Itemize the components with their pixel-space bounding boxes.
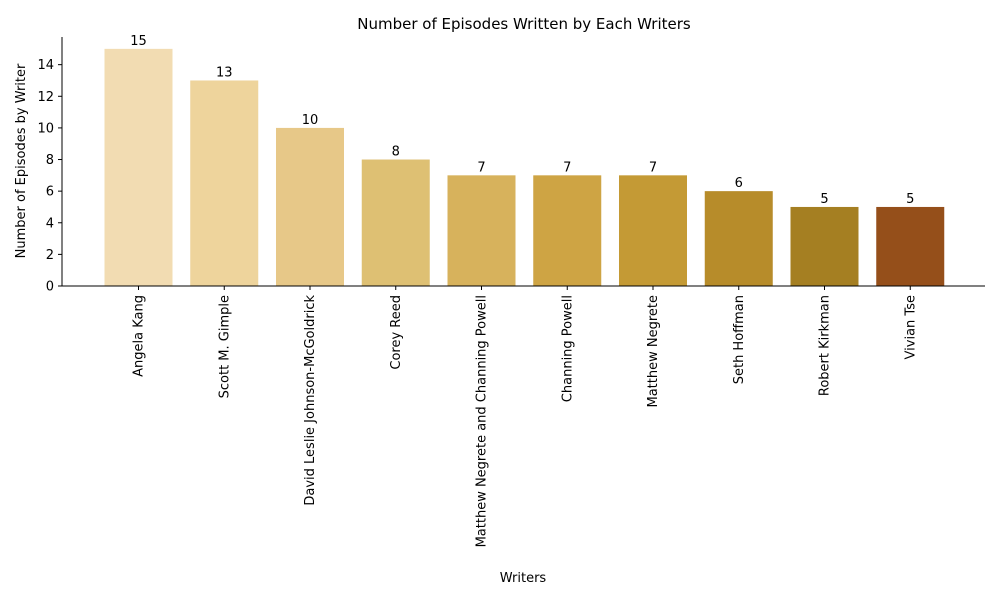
y-tick-label: 4 — [46, 216, 54, 231]
bar — [104, 48, 173, 286]
chart-title: Number of Episodes Written by Each Write… — [357, 15, 691, 33]
y-axis: 0 2 4 6 8 10 12 14 — [37, 58, 62, 295]
bar — [619, 175, 687, 286]
y-tick-label: 0 — [46, 280, 54, 295]
x-axis: Angela Kang Scott M. Gimple David Leslie J… — [132, 286, 918, 547]
bar-value-label: 7 — [649, 160, 657, 175]
x-tick-label: Matthew Negrete and Channing Powell — [475, 295, 490, 547]
y-tick-label: 8 — [46, 153, 54, 168]
bar-value-label: 7 — [563, 160, 571, 175]
x-tick-label: Corey Reed — [389, 295, 404, 370]
x-tick-label: Seth Hoffman — [732, 295, 747, 384]
bar-value-label: 8 — [392, 145, 400, 160]
y-axis-label: Number of Episodes by Writer — [14, 63, 29, 258]
x-tick-label: Matthew Negrete — [646, 295, 661, 408]
bar-value-label: 6 — [735, 176, 743, 191]
bar — [790, 206, 859, 286]
bar — [704, 191, 773, 286]
bar — [447, 175, 516, 286]
x-tick-label: Vivian Tse — [903, 295, 918, 359]
bar — [276, 127, 344, 287]
x-tick-label: Robert Kirkman — [818, 295, 833, 396]
bar-value-label: 10 — [302, 113, 319, 128]
x-axis-label: Writers — [500, 571, 547, 586]
bar — [190, 80, 259, 286]
y-tick-label: 2 — [46, 248, 54, 263]
bar-value-label: 5 — [906, 192, 914, 207]
y-tick-label: 10 — [37, 121, 54, 136]
bar-value-label: 13 — [216, 65, 233, 80]
bar-value-label: 5 — [820, 192, 828, 207]
x-tick-label: Angela Kang — [132, 295, 147, 377]
x-tick-label: David Leslie Johnson-McGoldrick — [303, 295, 318, 506]
bar — [361, 159, 430, 286]
bar-value-label: 15 — [130, 34, 147, 49]
y-tick-label: 6 — [46, 185, 54, 200]
bar — [876, 206, 945, 286]
bar-value-label: 7 — [477, 160, 485, 175]
x-tick-label: Channing Powell — [560, 295, 575, 402]
bar — [533, 175, 602, 286]
y-tick-label: 14 — [37, 58, 54, 73]
x-tick-label: Scott M. Gimple — [217, 295, 232, 398]
bars-group — [104, 48, 945, 287]
y-tick-label: 12 — [37, 90, 54, 105]
data-labels-group: 15 13 10 8 7 7 7 6 5 5 — [130, 34, 914, 207]
